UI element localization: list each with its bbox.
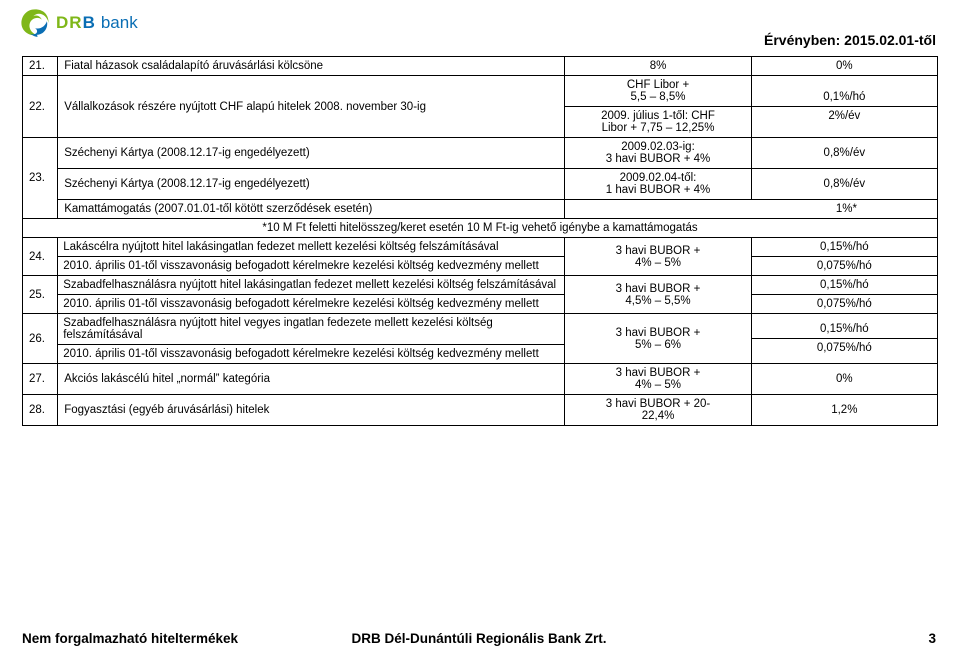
row-number: 24. (23, 238, 58, 276)
row-number: 22. (23, 76, 58, 138)
row-number: 23. (23, 138, 58, 219)
row-desc: Akciós lakáscélú hitel „normál” kategóri… (58, 364, 565, 395)
row-rate: 8% (565, 57, 751, 76)
row-fee: 1,2% (751, 395, 937, 426)
row-rate: 3 havi BUBOR +4% – 5% (565, 238, 751, 276)
row-fee-split: 0,1%/hó2%/év (751, 76, 937, 138)
brand-logo: D R B bank (18, 6, 138, 40)
loan-products-table: 21.Fiatal házasok családalapító áruvásár… (22, 56, 938, 426)
row-rate: 2009.02.03-ig:3 havi BUBOR + 4% (565, 138, 751, 169)
logo-letters: D R B (56, 13, 95, 33)
row-rate: 3 havi BUBOR +5% – 6% (565, 314, 751, 364)
row-rate: 3 havi BUBOR +4,5% – 5,5% (565, 276, 751, 314)
row-desc-split: Lakáscélra nyújtott hitel lakásingatlan … (58, 238, 565, 276)
row-fee: 0,8%/év (751, 138, 937, 169)
row-desc: Kamattámogatás (2007.01.01-től kötött sz… (58, 200, 565, 219)
row-number: 28. (23, 395, 58, 426)
row-merged: 1%* (565, 200, 938, 219)
row-desc: Fogyasztási (egyéb áruvásárlási) hitelek (58, 395, 565, 426)
row-desc: Széchenyi Kártya (2008.12.17-ig engedély… (58, 138, 565, 169)
row-fee: 0% (751, 57, 937, 76)
page-footer: Nem forgalmazható hiteltermékek DRB Dél-… (22, 631, 936, 646)
row-fee-split: 0,15%/hó0,075%/hó (751, 276, 937, 314)
footnote-row: *10 M Ft feletti hitelösszeg/keret eseté… (23, 219, 938, 238)
row-fee: 0% (751, 364, 937, 395)
logo-letter-r: R (69, 13, 81, 33)
row-fee-split: 0,15%/hó0,075%/hó (751, 238, 937, 276)
row-desc: Vállalkozások részére nyújtott CHF alapú… (58, 76, 565, 138)
row-desc: Fiatal házasok családalapító áruvásárlás… (58, 57, 565, 76)
logo-swirl-icon (18, 6, 52, 40)
logo-suffix: bank (101, 13, 138, 33)
row-fee-split: 0,15%/hó0,075%/hó (751, 314, 937, 364)
validity-date: Érvényben: 2015.02.01-től (764, 32, 936, 48)
row-fee: 0,8%/év (751, 169, 937, 200)
row-number: 25. (23, 276, 58, 314)
logo-letter-d: D (56, 13, 68, 33)
row-rate-split: CHF Libor +5,5 – 8,5%2009. július 1-től:… (565, 76, 751, 138)
logo-letter-b: B (83, 13, 95, 33)
row-desc-split: Szabadfelhasználásra nyújtott hitel vegy… (58, 314, 565, 364)
row-desc: Széchenyi Kártya (2008.12.17-ig engedély… (58, 169, 565, 200)
footer-center: DRB Dél-Dunántúli Regionális Bank Zrt. (351, 631, 606, 646)
row-rate: 2009.02.04-től:1 havi BUBOR + 4% (565, 169, 751, 200)
row-number: 21. (23, 57, 58, 76)
row-number: 26. (23, 314, 58, 364)
row-rate: 3 havi BUBOR + 20-22,4% (565, 395, 751, 426)
footer-left: Nem forgalmazható hiteltermékek (22, 631, 238, 646)
row-desc-split: Szabadfelhasználásra nyújtott hitel laká… (58, 276, 565, 314)
row-rate: 3 havi BUBOR +4% – 5% (565, 364, 751, 395)
page-number: 3 (928, 631, 936, 646)
row-number: 27. (23, 364, 58, 395)
